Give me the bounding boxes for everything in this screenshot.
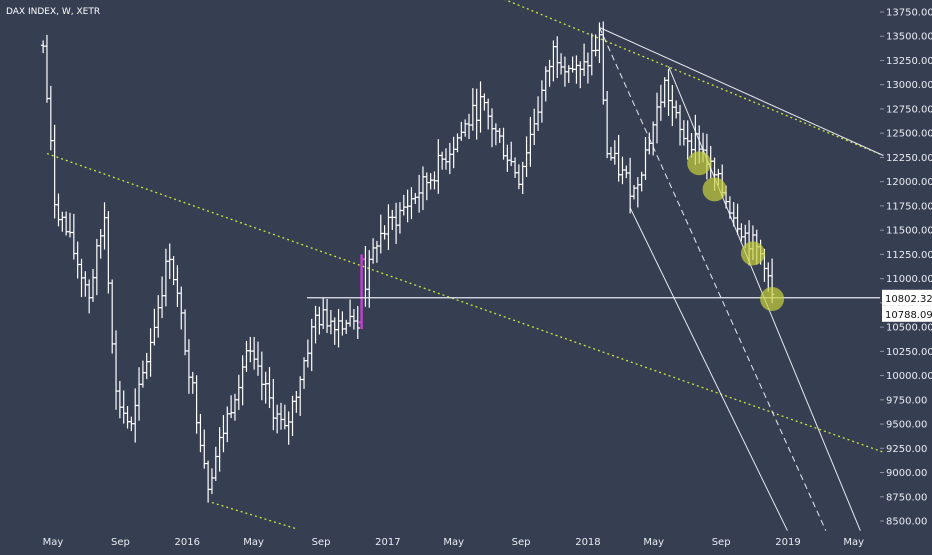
y-tick-label: 11750.00 bbox=[886, 201, 932, 212]
x-tick-label: May bbox=[243, 537, 264, 548]
last-price-label: 10802.32 bbox=[885, 294, 932, 305]
highlight-circle bbox=[740, 241, 765, 266]
x-tick-label: May bbox=[643, 537, 664, 548]
x-tick-label: May bbox=[443, 537, 464, 548]
trend-line[interactable] bbox=[457, 0, 884, 157]
y-tick-label: 9750.00 bbox=[886, 395, 927, 406]
y-tick-label: 12750.00 bbox=[886, 104, 932, 115]
second-price-label: 10788.09 bbox=[885, 310, 932, 321]
y-tick-label: 13500.00 bbox=[886, 32, 932, 43]
last-price-box bbox=[882, 289, 932, 306]
trend-line[interactable] bbox=[46, 152, 884, 453]
x-tick-label: May bbox=[43, 537, 64, 548]
y-tick-label: 9000.00 bbox=[886, 468, 927, 479]
y-tick-label: 13250.00 bbox=[886, 56, 932, 67]
highlight-circle bbox=[687, 151, 712, 176]
chart-title: DAX INDEX, W, XETR bbox=[6, 7, 100, 17]
x-tick-label: Sep bbox=[312, 537, 331, 548]
x-tick-label: Sep bbox=[512, 537, 531, 548]
x-tick-label: 2016 bbox=[175, 537, 200, 548]
time-axis[interactable]: May Sep 2016 May Sep 2017 May Sep 2018 May Sep 2019… bbox=[43, 537, 865, 548]
y-tick-label: 13000.00 bbox=[886, 80, 932, 91]
price-labels: 10802.32 10788.09 bbox=[882, 289, 932, 322]
y-tick-label: 12000.00 bbox=[886, 177, 932, 188]
y-tick-label: 9500.00 bbox=[886, 420, 927, 431]
x-tick-label: 2019 bbox=[775, 537, 800, 548]
y-tick-label: 12500.00 bbox=[886, 129, 932, 140]
highlight-circles bbox=[687, 151, 785, 311]
x-tick-label: Sep bbox=[111, 537, 130, 548]
trend-line[interactable] bbox=[599, 27, 884, 156]
ohlc-bar bbox=[355, 306, 360, 339]
trend-line[interactable] bbox=[629, 207, 788, 531]
y-tick-label: 11250.00 bbox=[886, 250, 932, 261]
y-tick-label: 10500.00 bbox=[886, 323, 932, 334]
x-tick-label: 2018 bbox=[575, 537, 600, 548]
y-tick-label: 12250.00 bbox=[886, 153, 932, 164]
trend-line[interactable] bbox=[598, 27, 827, 531]
y-tick-label: 9250.00 bbox=[886, 444, 927, 455]
highlight-bar bbox=[358, 254, 365, 330]
y-tick-label: 8500.00 bbox=[886, 517, 927, 528]
highlight-circle bbox=[702, 177, 727, 202]
y-tick-label: 10250.00 bbox=[886, 347, 932, 358]
x-tick-label: Sep bbox=[712, 537, 731, 548]
highlight-circle bbox=[760, 286, 785, 311]
ohlc-bars bbox=[40, 21, 775, 503]
x-tick-label: 2017 bbox=[375, 537, 400, 548]
y-tick-label: 8750.00 bbox=[886, 492, 927, 503]
y-tick-label: 13750.00 bbox=[886, 8, 932, 19]
x-tick-label: May bbox=[843, 537, 864, 548]
y-tick-label: 11500.00 bbox=[886, 226, 932, 237]
y-tick-label: 11000.00 bbox=[886, 274, 932, 285]
y-tick-label: 10000.00 bbox=[886, 371, 932, 382]
second-price-box bbox=[882, 305, 932, 322]
